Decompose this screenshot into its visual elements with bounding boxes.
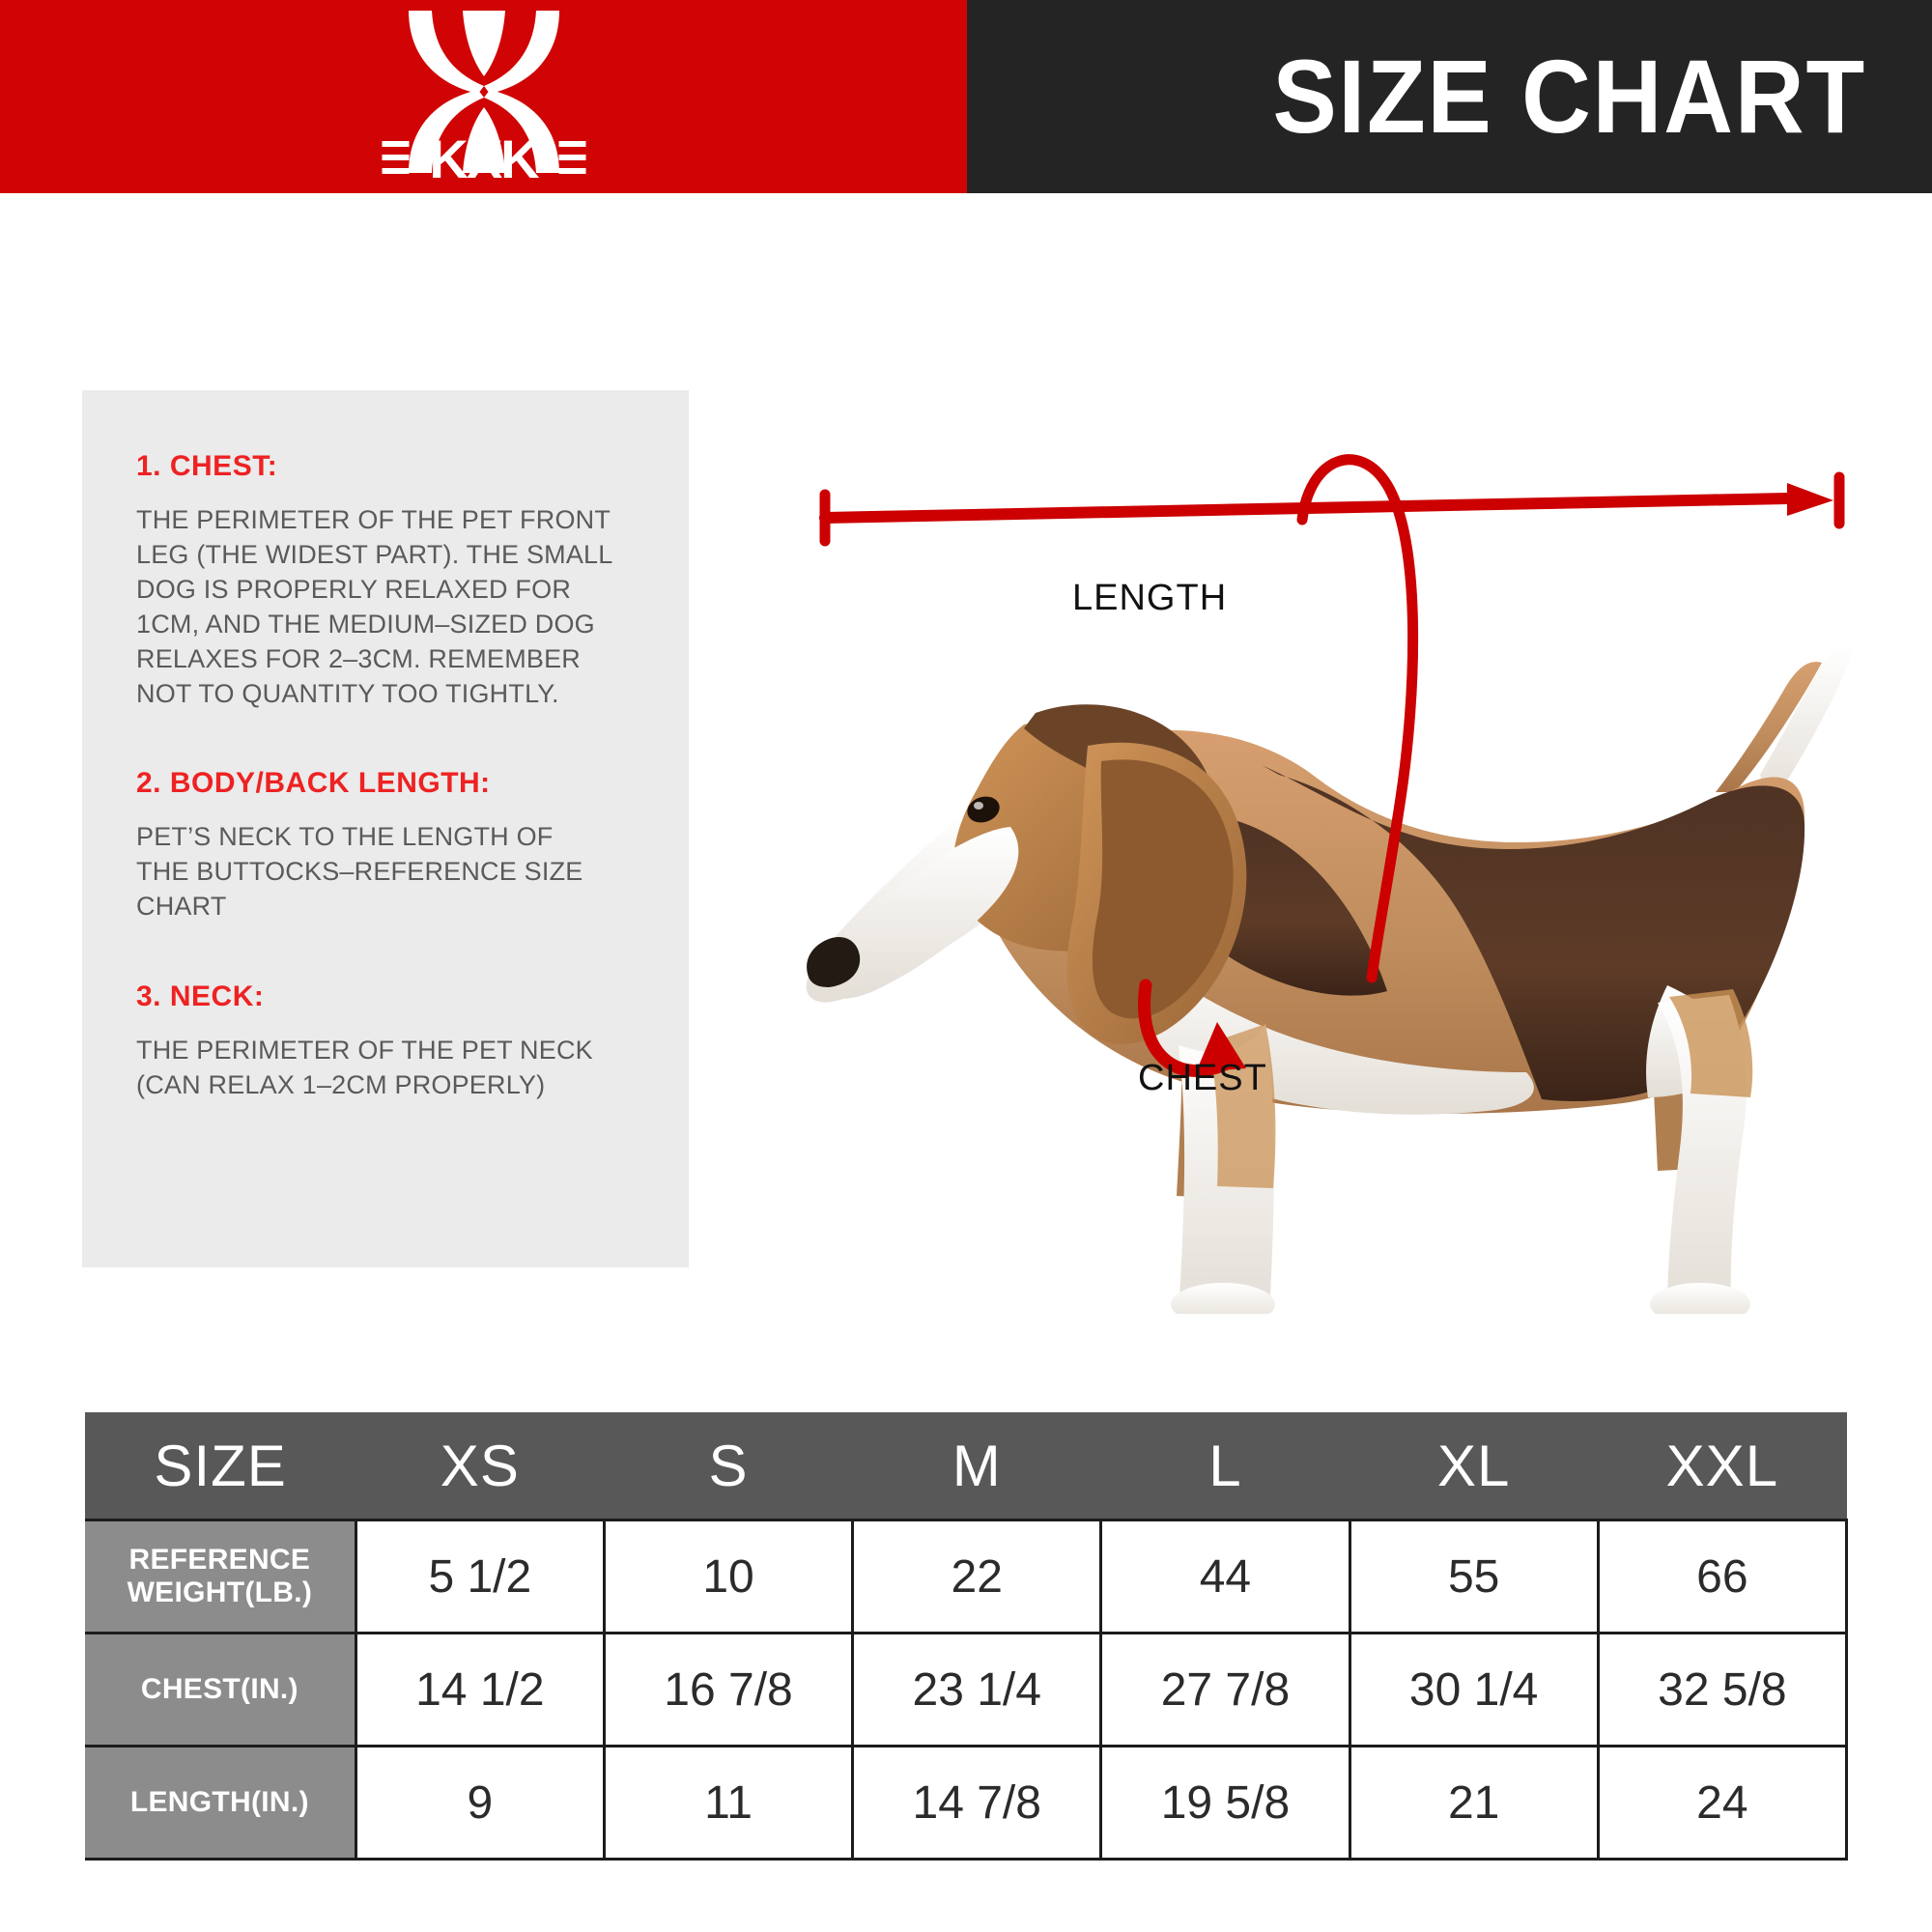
row-label-chest: CHEST(IN.) (85, 1632, 357, 1747)
size-chart-table: SIZE XS S M L XL XXL REFERENCE WEIGHT(LB… (85, 1412, 1849, 1861)
svg-text:KXK: KXK (429, 129, 539, 185)
cell-weight-l: 44 (1099, 1519, 1351, 1634)
chest-curved-arrow-icon (1138, 979, 1246, 1077)
table-header-xl: XL (1350, 1412, 1599, 1520)
section-heading-body-length: 2. BODY/BACK LENGTH: (136, 767, 491, 800)
table-row: REFERENCE WEIGHT(LB.) 5 1/2 10 22 44 55 … (85, 1519, 1849, 1634)
cell-length-m: 14 7/8 (851, 1745, 1103, 1861)
cell-weight-s: 10 (602, 1519, 855, 1634)
length-measure-label: LENGTH (1072, 578, 1228, 618)
cell-chest-xl: 30 1/4 (1348, 1632, 1600, 1747)
table-row: LENGTH(IN.) 9 11 14 7/8 19 5/8 21 24 (85, 1745, 1849, 1861)
title-banner: SIZE CHART (967, 0, 1932, 193)
cell-chest-s: 16 7/8 (602, 1632, 855, 1747)
cell-chest-xs: 14 1/2 (354, 1632, 606, 1747)
section-body-chest: THE PERIMETER OF THE PET FRONT LEG (THE … (136, 505, 613, 708)
cell-chest-xxl: 32 5/8 (1596, 1632, 1849, 1747)
cell-length-l: 19 5/8 (1099, 1745, 1351, 1861)
section-heading-neck: 3. NECK: (136, 980, 265, 1013)
dog-measurement-diagram (676, 406, 1874, 1314)
section-body-body-length: PET’S NECK TO THE LENGTH OF THE BUTTOCKS… (136, 822, 583, 922)
section-heading-chest: 1. CHEST: (136, 450, 278, 482)
table-header-xxl: XXL (1598, 1412, 1847, 1520)
section-body-neck: THE PERIMETER OF THE PET NECK (CAN RELAX… (136, 1036, 593, 1100)
table-row: CHEST(IN.) 14 1/2 16 7/8 23 1/4 27 7/8 3… (85, 1632, 1849, 1747)
kxk-wordmark-icon: KXK (382, 129, 585, 185)
table-header-m: M (852, 1412, 1101, 1520)
page-header: KXK SIZE CHART (0, 0, 1932, 193)
measurement-instructions-panel: 1. CHEST: THE PERIMETER OF THE PET FRONT… (82, 390, 689, 1267)
cell-weight-xxl: 66 (1596, 1519, 1849, 1634)
row-label-line1: REFERENCE (128, 1544, 311, 1577)
kxk-hourglass-logo-icon (408, 11, 559, 173)
table-header-size: SIZE (85, 1412, 356, 1520)
table-header-s: S (604, 1412, 853, 1520)
instruction-section-body-length: 2. BODY/BACK LENGTH: PET’S NECK TO THE L… (136, 767, 635, 924)
chest-girth-loop-icon (1296, 454, 1419, 983)
cell-length-xl: 21 (1348, 1745, 1600, 1861)
brand-banner: KXK (0, 0, 967, 193)
cell-length-xs: 9 (354, 1745, 606, 1861)
cell-chest-l: 27 7/8 (1099, 1632, 1351, 1747)
table-header-l: L (1100, 1412, 1350, 1520)
table-header-row: SIZE XS S M L XL XXL (85, 1412, 1847, 1520)
instruction-section-chest: 1. CHEST: THE PERIMETER OF THE PET FRONT… (136, 450, 635, 711)
length-arrow-icon (819, 471, 1845, 547)
cell-weight-xs: 5 1/2 (354, 1519, 606, 1634)
row-label-line2: WEIGHT(LB.) (127, 1577, 313, 1608)
row-label-reference-weight: REFERENCE WEIGHT(LB.) (85, 1519, 357, 1634)
chest-measure-label: CHEST (1138, 1058, 1267, 1098)
cell-chest-m: 23 1/4 (851, 1632, 1103, 1747)
page-title: SIZE CHART (1272, 38, 1866, 155)
cell-length-s: 11 (602, 1745, 855, 1861)
cell-length-xxl: 24 (1596, 1745, 1849, 1861)
cell-weight-m: 22 (851, 1519, 1103, 1634)
beagle-dog-side-view-icon (806, 454, 1851, 1314)
cell-weight-xl: 55 (1348, 1519, 1600, 1634)
row-label-length: LENGTH(IN.) (85, 1745, 357, 1861)
table-header-xs: XS (355, 1412, 605, 1520)
instruction-section-neck: 3. NECK: THE PERIMETER OF THE PET NECK (… (136, 980, 635, 1103)
